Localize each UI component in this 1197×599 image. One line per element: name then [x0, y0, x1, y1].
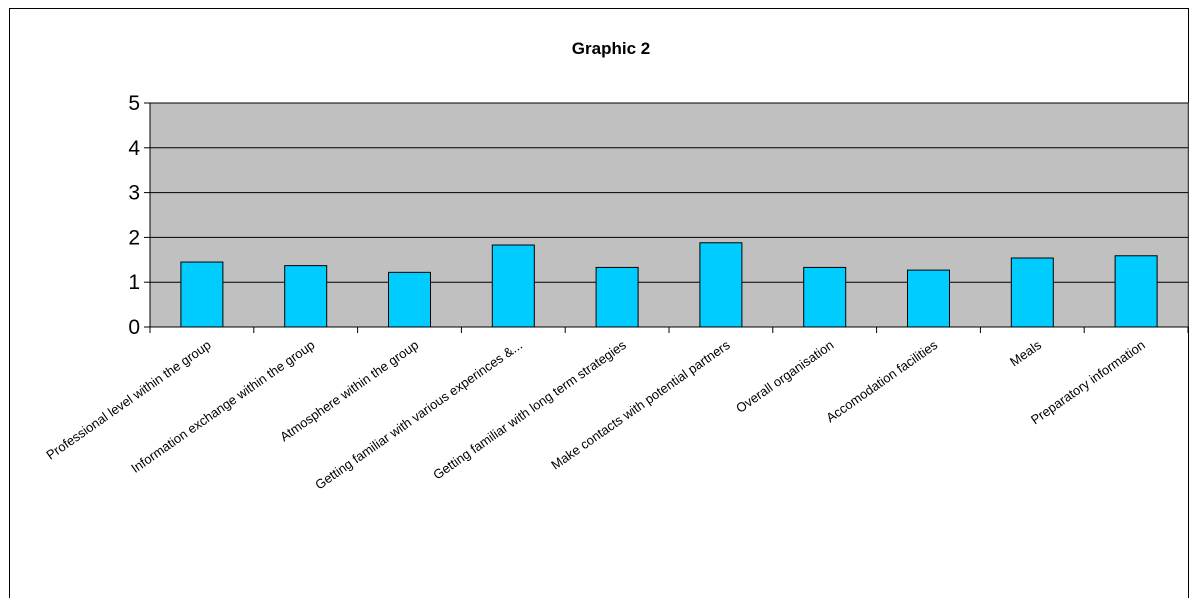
plot-area: 0 1 2 3 4 5 Professional level within the grou… [43, 92, 1189, 492]
y-tick-label: 2 [128, 226, 140, 249]
bar-chart: Graphic 2 0 1 2 3 4 5 Professional level withi… [43, 39, 1189, 492]
x-tick-label: Preparatory information [1028, 337, 1148, 427]
x-tick-label: Accomodation facilities [823, 337, 940, 425]
y-tick-label: 5 [128, 92, 140, 115]
y-tick-label: 1 [128, 271, 140, 294]
x-tick-label: Getting familiar with long term strategi… [430, 337, 629, 483]
bar [699, 242, 743, 328]
bar [284, 265, 328, 328]
y-tick-label: 0 [128, 316, 140, 339]
x-tick-label: Make contacts with potential partners [548, 337, 733, 473]
x-tick-label: Professional level within the group [43, 337, 213, 462]
bar [907, 269, 950, 328]
x-tick-label: Getting familiar with various experinces… [312, 337, 525, 492]
y-tick-label: 3 [128, 182, 140, 205]
bar [491, 244, 535, 328]
chart-title: Graphic 2 [572, 39, 650, 58]
chart-frame: Graphic 2 0 1 2 3 4 5 Professional level withi… [9, 8, 1189, 598]
bar [595, 266, 639, 328]
x-tick-label: Information exchange within the group [128, 337, 317, 476]
bar [1114, 255, 1158, 328]
y-tick-label: 4 [128, 137, 140, 160]
bar [803, 266, 847, 328]
bar [388, 271, 431, 328]
bar [1010, 257, 1054, 328]
bar [180, 261, 224, 328]
x-tick-label: Overall organisation [733, 337, 836, 416]
x-tick-label: Meals [1007, 337, 1044, 369]
